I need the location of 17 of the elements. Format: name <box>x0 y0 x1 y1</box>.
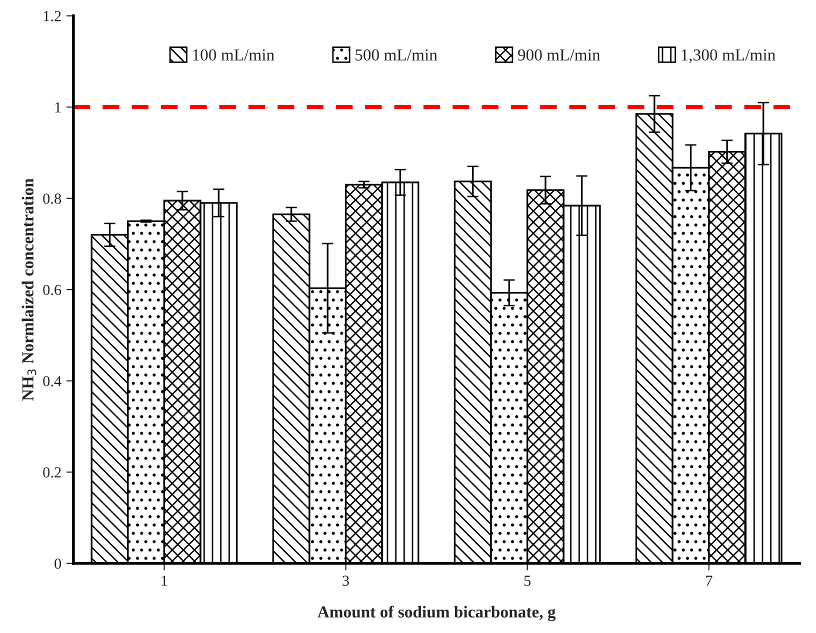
legend-label: 100 mL/min <box>193 49 274 61</box>
x-tick-label: 5 <box>524 576 531 586</box>
y-tick-label: 0.2 <box>43 467 61 478</box>
y-tick-label: 0 <box>54 558 62 569</box>
y-tick-label: 1 <box>55 102 61 112</box>
y-tick-label: 0.8 <box>43 193 62 204</box>
x-tick-label: 1 <box>162 576 168 586</box>
y-axis-title: NH$_{3}$ Normlaized concentration <box>22 178 36 401</box>
y-tick-label: 0.4 <box>43 376 62 386</box>
legend-label: 1,300 mL/min <box>682 49 776 63</box>
y-tick-label: 1.2 <box>44 11 61 22</box>
y-tick-label: 0.6 <box>43 284 62 296</box>
legend-label: 500 mL/min <box>356 49 438 61</box>
legend-label: 900 mL/min <box>518 49 600 61</box>
x-tick-label: 3 <box>342 576 350 586</box>
x-tick-label: 7 <box>706 576 712 586</box>
x-axis-title: Amount of sodium bicarbonate, g <box>318 606 556 622</box>
